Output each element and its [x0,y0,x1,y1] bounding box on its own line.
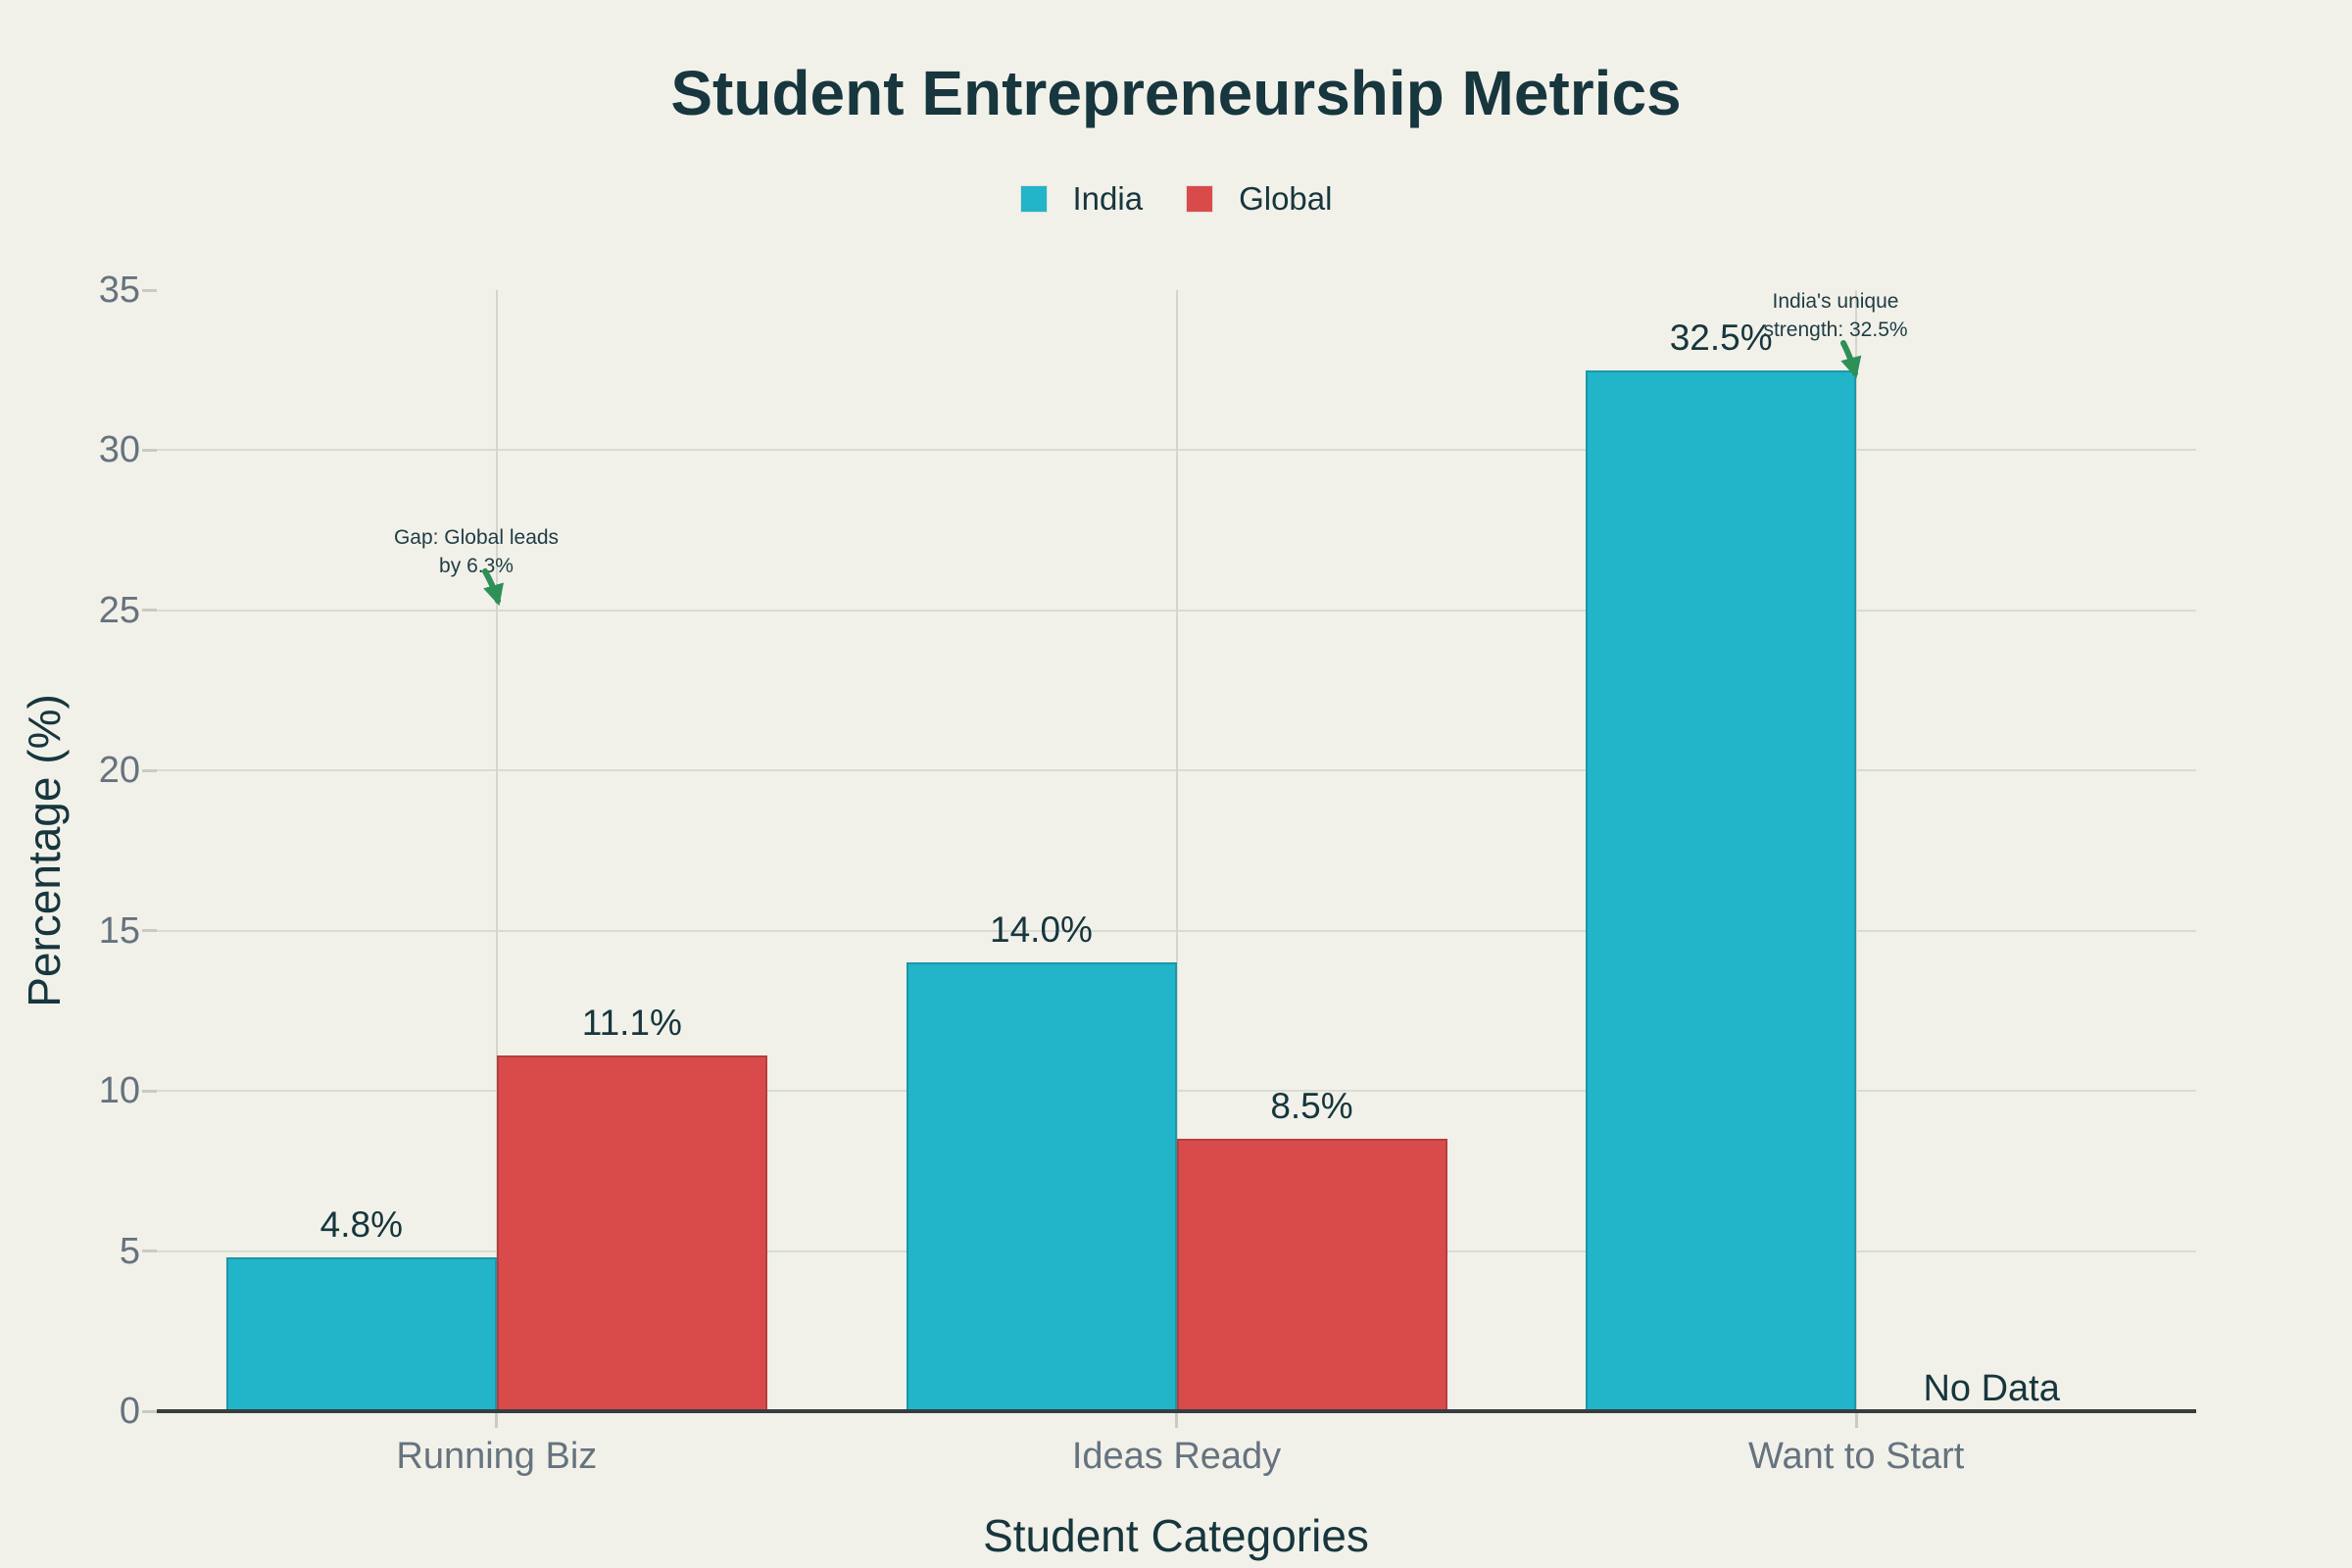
y-tick-label: 5 [119,1230,140,1272]
value-label-global-2: 8.5% [1270,1086,1353,1127]
x-tick [1175,1413,1178,1428]
value-label-india-3: 32.5% [1669,317,1773,358]
value-label-india-1: 4.8% [319,1204,403,1246]
no-data-label: No Data [1923,1368,2060,1409]
chart-title: Student Entrepreneurship Metrics [670,58,1682,128]
y-tick-label: 20 [98,750,140,792]
annotation-strength-line-1: India's unique [1772,290,1899,313]
legend-label-india: India [1072,180,1144,217]
x-gridline [1175,290,1178,1411]
x-axis-title: Student Categories [983,1510,1369,1561]
value-label-global-1: 11.1% [581,1003,682,1044]
y-axis-title: Percentage (%) [19,694,70,1007]
bar-india-2 [906,962,1177,1411]
y-tick [142,1250,157,1253]
y-tick [142,768,157,772]
category-label-3: Want to Start [1747,1436,1965,1477]
x-gridline [1855,290,1858,1411]
legend-item-india: India [1019,180,1144,218]
y-tick [142,929,157,933]
y-tick-label: 25 [98,589,140,631]
legend: India Global [0,180,2352,218]
bar-global-2 [1176,1139,1447,1411]
x-gridline [495,290,498,1411]
y-tick-label: 0 [119,1391,140,1432]
x-axis-line [157,1409,2196,1413]
value-label-india-2: 14.0% [990,909,1093,951]
annotation-gap-line-2: by 6.3% [439,555,514,577]
y-tick-label: 10 [98,1070,140,1112]
x-tick [495,1413,499,1428]
category-label-1: Running Biz [396,1436,598,1477]
legend-label-global: Global [1239,180,1333,217]
legend-swatch-india [1019,185,1048,213]
bar-india-1 [225,1257,497,1411]
y-tick [142,448,157,452]
legend-item-global: Global [1186,180,1332,218]
annotation-strength: India's unique strength: 32.5% [1763,287,1907,344]
y-tick-label: 30 [98,429,140,471]
bar-global-1 [496,1055,767,1411]
legend-swatch-global [1186,185,1214,213]
x-tick [1854,1413,1858,1428]
y-tick [142,1409,157,1413]
bar-india-3 [1586,369,1857,1411]
category-label-2: Ideas Ready [1071,1436,1282,1477]
y-tick [142,288,157,292]
annotation-gap: Gap: Global leads by 6.3% [394,523,559,580]
y-tick-label: 15 [98,909,140,952]
annotation-gap-line-1: Gap: Global leads [393,526,560,549]
y-tick [142,609,157,612]
y-tick [142,1089,157,1093]
y-tick-label: 35 [98,270,140,311]
annotation-strength-line-2: strength: 32.5% [1763,318,1908,341]
